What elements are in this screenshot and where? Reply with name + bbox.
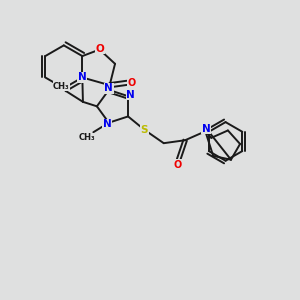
Text: O: O — [96, 44, 104, 54]
Text: N: N — [202, 124, 210, 134]
Text: N: N — [103, 119, 112, 129]
Text: S: S — [141, 125, 148, 135]
Text: N: N — [78, 73, 87, 82]
Text: O: O — [173, 160, 181, 170]
Text: N: N — [104, 83, 113, 93]
Text: CH₃: CH₃ — [79, 133, 95, 142]
Text: N: N — [126, 90, 135, 100]
Text: CH₃: CH₃ — [53, 82, 70, 91]
Text: O: O — [127, 78, 136, 88]
